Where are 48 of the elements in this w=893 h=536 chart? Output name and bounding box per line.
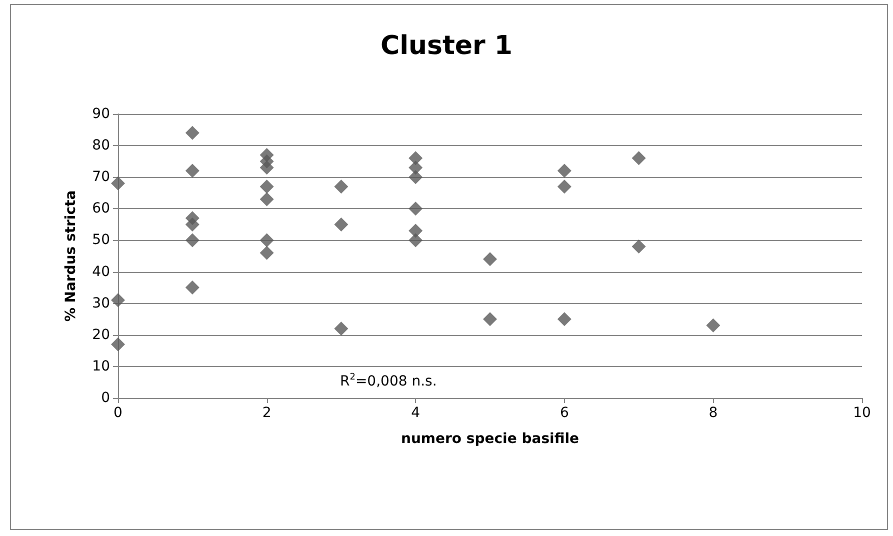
point bbox=[334, 217, 348, 232]
point bbox=[260, 233, 274, 248]
point bbox=[111, 176, 125, 190]
y-tick-label: 80 bbox=[92, 138, 110, 154]
point bbox=[408, 233, 423, 248]
x-tick-label: 6 bbox=[560, 405, 569, 421]
point bbox=[408, 202, 423, 216]
point bbox=[557, 180, 572, 194]
point bbox=[557, 312, 572, 326]
point bbox=[111, 293, 125, 308]
point bbox=[706, 318, 720, 332]
y-tick-label: 60 bbox=[92, 200, 110, 217]
point bbox=[408, 151, 423, 166]
y-tick-label: 30 bbox=[92, 295, 110, 312]
y-axis-title: % Nardus stricta bbox=[63, 190, 79, 322]
point bbox=[185, 217, 200, 232]
point bbox=[408, 170, 423, 184]
point bbox=[334, 180, 348, 194]
point bbox=[632, 240, 646, 254]
point bbox=[408, 160, 423, 175]
point bbox=[632, 151, 646, 166]
point bbox=[260, 246, 274, 260]
x-axis-title: numero specie basifile bbox=[400, 431, 580, 447]
x-tick-label: 10 bbox=[853, 405, 871, 421]
x-tick-label: 2 bbox=[262, 405, 272, 421]
x-tick-label: 0 bbox=[114, 405, 122, 421]
point bbox=[260, 192, 274, 206]
point bbox=[185, 164, 200, 178]
point bbox=[557, 164, 572, 178]
y-tick-label: 50 bbox=[92, 232, 110, 248]
y-tick-label: 40 bbox=[92, 264, 110, 280]
point bbox=[483, 312, 497, 326]
x-tick-label: 4 bbox=[411, 405, 420, 421]
y-tick-label: 10 bbox=[92, 358, 110, 374]
point bbox=[334, 322, 348, 336]
chart-title: Cluster 1 bbox=[380, 31, 513, 61]
y-tick-label: 70 bbox=[92, 169, 110, 186]
y-tick-label: 20 bbox=[92, 326, 110, 343]
point bbox=[185, 233, 200, 248]
y-tick-label: 0 bbox=[101, 390, 110, 406]
point bbox=[185, 280, 200, 295]
point bbox=[260, 160, 274, 175]
point bbox=[260, 180, 274, 194]
point bbox=[483, 252, 497, 266]
point bbox=[185, 126, 200, 140]
x-tick-label: 8 bbox=[708, 405, 718, 421]
y-tick-label: 90 bbox=[92, 106, 110, 122]
point bbox=[111, 337, 125, 352]
